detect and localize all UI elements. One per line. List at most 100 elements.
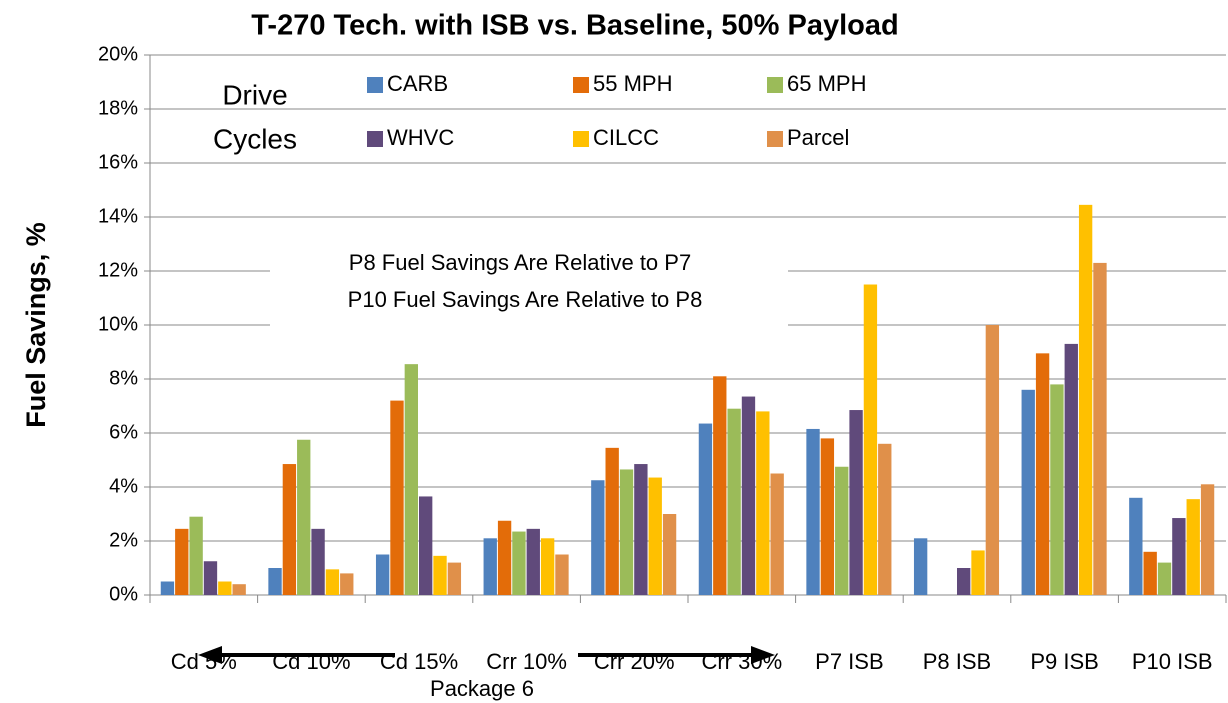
bar — [863, 284, 878, 595]
bar — [512, 531, 526, 595]
x-tick-label: Crr 30% — [701, 649, 782, 674]
y-tick-label: 2% — [109, 529, 138, 551]
bar — [375, 554, 390, 595]
chart-title: T-270 Tech. with ISB vs. Baseline, 50% P… — [251, 10, 898, 42]
bar — [835, 466, 849, 595]
legend-title: Cycles — [213, 123, 297, 154]
bar — [1050, 384, 1064, 595]
bar — [605, 447, 619, 595]
bar — [297, 439, 311, 595]
bar — [756, 411, 770, 595]
bar — [540, 538, 555, 595]
legend-swatch — [573, 77, 589, 93]
legend-label: WHVC — [387, 125, 454, 150]
bar — [175, 528, 189, 595]
bar — [1078, 204, 1093, 595]
bar — [497, 520, 512, 595]
bar — [189, 516, 203, 595]
bar — [433, 555, 447, 595]
annotation: P10 Fuel Savings Are Relative to P8 — [348, 287, 703, 312]
bar — [1035, 353, 1050, 595]
legend-title: Drive — [222, 79, 287, 110]
y-tick-label: 14% — [98, 205, 138, 227]
x-tick-label: P8 ISB — [923, 649, 991, 674]
bar — [591, 480, 605, 595]
bar — [820, 438, 835, 595]
bar — [419, 496, 433, 595]
bar — [555, 554, 569, 595]
x-tick-label: P7 ISB — [815, 649, 883, 674]
y-tick-label: 12% — [98, 259, 138, 281]
bar — [404, 364, 418, 595]
group-label: Package 6 — [430, 676, 534, 701]
bar — [1129, 497, 1143, 595]
bar — [806, 428, 820, 595]
legend-swatch — [573, 131, 589, 147]
bar — [232, 584, 246, 595]
x-tick-label: P9 ISB — [1030, 649, 1098, 674]
bar — [770, 473, 784, 595]
bar — [311, 528, 325, 595]
legend-label: 55 MPH — [593, 71, 672, 96]
bar — [634, 464, 648, 595]
y-tick-label: 10% — [98, 313, 138, 335]
arrow — [198, 646, 775, 664]
annotation-box — [270, 243, 788, 326]
legend-swatch — [367, 131, 383, 147]
y-tick-label: 6% — [109, 421, 138, 443]
x-tick-label: P10 ISB — [1132, 649, 1213, 674]
bar — [1186, 499, 1200, 595]
legend-label: Parcel — [787, 125, 849, 150]
legend-label: CILCC — [593, 125, 659, 150]
bar — [648, 477, 662, 595]
legend-swatch — [767, 77, 783, 93]
bar — [447, 562, 462, 595]
bar — [698, 423, 713, 595]
bar — [325, 569, 340, 595]
bar — [1064, 343, 1078, 595]
legend-swatch — [767, 131, 783, 147]
y-tick-label: 4% — [109, 475, 138, 497]
y-tick-label: 16% — [98, 151, 138, 173]
bar — [971, 550, 985, 595]
bar — [619, 469, 634, 595]
y-tick-label: 0% — [109, 583, 138, 605]
bar — [282, 464, 297, 595]
bar — [160, 581, 175, 595]
x-tick-label: Cd 15% — [380, 649, 458, 674]
legend-swatch — [367, 77, 383, 93]
bar — [662, 514, 677, 595]
annotation: P8 Fuel Savings Are Relative to P7 — [349, 250, 691, 275]
bar — [913, 538, 928, 595]
x-tick-label: Cd 5% — [171, 649, 237, 674]
bar — [1172, 518, 1186, 595]
bar — [340, 573, 354, 595]
legend-label: CARB — [387, 71, 448, 96]
x-tick-label: Crr 20% — [594, 649, 675, 674]
bar — [1157, 562, 1172, 595]
bar — [727, 408, 741, 595]
bar — [268, 568, 282, 595]
bar — [526, 528, 540, 595]
x-tick-label: Cd 10% — [272, 649, 350, 674]
bar — [713, 376, 727, 595]
y-axis-label: Fuel Savings, % — [21, 222, 51, 428]
y-tick-label: 20% — [98, 43, 138, 65]
legend-label: 65 MPH — [787, 71, 866, 96]
bar — [203, 561, 218, 595]
y-tick-label: 8% — [109, 367, 138, 389]
bar — [849, 410, 863, 595]
bar — [1200, 484, 1215, 595]
bar — [218, 581, 232, 595]
bar — [985, 325, 1000, 595]
bar — [1021, 389, 1035, 595]
bar — [741, 396, 756, 595]
y-tick-label: 18% — [98, 97, 138, 119]
bar — [1093, 262, 1107, 595]
bar — [390, 400, 404, 595]
x-tick-label: Crr 10% — [486, 649, 567, 674]
bar — [483, 538, 497, 595]
bar — [957, 568, 971, 595]
bar — [1143, 551, 1157, 595]
